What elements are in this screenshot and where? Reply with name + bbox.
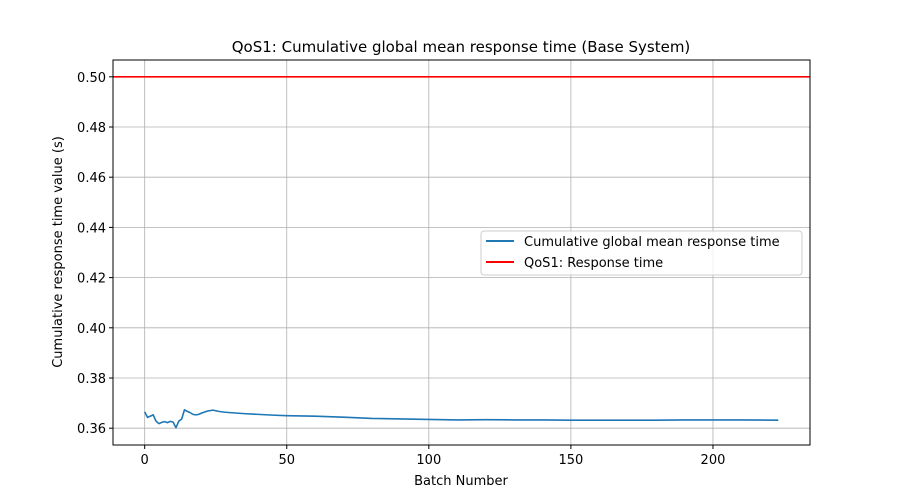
y-tick-label: 0.40 <box>77 322 106 337</box>
series-layer <box>113 76 810 429</box>
y-tick-label: 0.42 <box>77 272 106 287</box>
x-tick-label: 50 <box>278 453 295 468</box>
x-axis-title: Batch Number <box>414 474 508 489</box>
y-tick-label: 0.38 <box>77 372 106 387</box>
legend-label-qos-threshold: QoS1: Response time <box>524 256 663 271</box>
y-tick-label: 0.46 <box>77 171 106 186</box>
x-tick-label: 150 <box>558 453 583 468</box>
x-tick-label: 200 <box>701 453 726 468</box>
x-tick-label: 0 <box>141 453 149 468</box>
y-tick-label: 0.36 <box>77 422 106 437</box>
x-tick-label: 100 <box>416 453 441 468</box>
y-tick-label: 0.44 <box>77 221 106 236</box>
tick-layer: 0 50 100 150 200 0.36 0.38 0.40 0.42 0.44 0.46 0.48… <box>77 71 725 468</box>
y-tick-label: 0.48 <box>77 121 106 136</box>
legend-box <box>480 230 803 276</box>
y-axis-title: Cumulative response time value (s) <box>51 136 66 368</box>
response-time-series-line <box>143 409 779 429</box>
plot-frame <box>112 59 811 446</box>
chart-title: QoS1: Cumulative global mean response ti… <box>232 38 691 56</box>
legend-label-response-time: Cumulative global mean response time <box>524 235 780 250</box>
legend: Cumulative global mean response time QoS… <box>480 230 803 276</box>
y-tick-label: 0.50 <box>77 71 106 86</box>
